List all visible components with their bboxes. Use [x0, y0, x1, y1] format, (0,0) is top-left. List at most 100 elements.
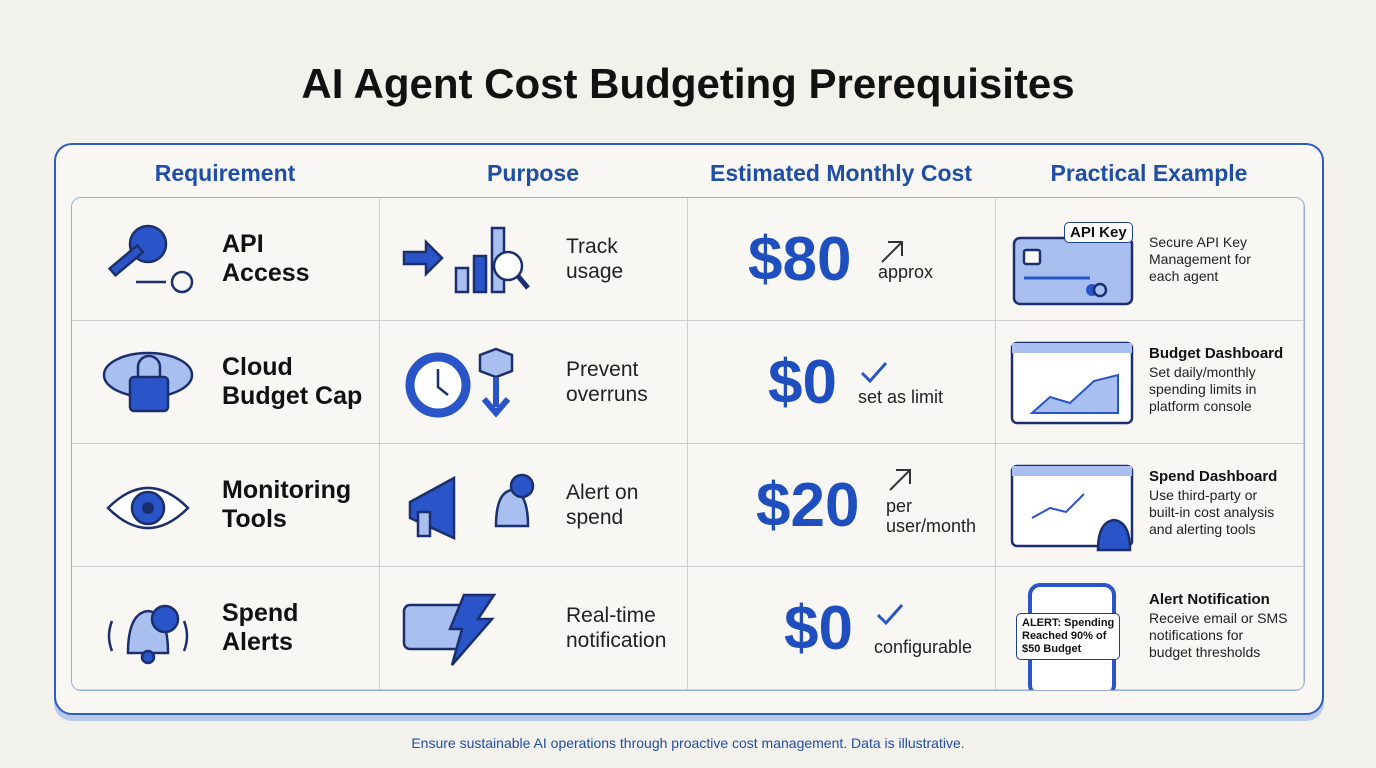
example-badge: API Key [1064, 222, 1133, 243]
text-line: Alert on [566, 481, 639, 504]
text-line: platform console [1149, 398, 1252, 414]
icon [100, 345, 200, 425]
icon-graphic [402, 593, 497, 666]
column-header: Estimated Monthly Cost [710, 160, 972, 186]
text-line: budget thresholds [1149, 644, 1261, 660]
icon-graphic [408, 473, 535, 540]
text-line: Monitoring [222, 476, 352, 504]
text-line: Spend [222, 599, 299, 627]
text-line: spend [566, 506, 624, 529]
purpose: Track usage [566, 234, 623, 284]
cost-note: per user/month [886, 496, 976, 536]
text-line: Cloud [222, 353, 293, 381]
icon-graphic [1010, 341, 1134, 425]
text-line: Access [222, 259, 310, 287]
purpose: Prevent overruns [566, 357, 648, 407]
example-text: Alert Notification Receive email or SMS no… [1149, 591, 1288, 661]
table-cell: Budget Dashboard Set daily/monthly spendin… [996, 321, 1304, 444]
cost-amount: $80 [748, 225, 852, 294]
text-line: user/month [886, 516, 977, 536]
table-cell: Real-time notification [380, 567, 688, 690]
example-text: Budget Dashboard Set daily/monthly spendin… [1149, 345, 1283, 415]
icon-graphic [889, 469, 911, 491]
text-line: each agent [1149, 268, 1219, 284]
cost-note: configurable [874, 637, 972, 657]
table-grid: API Access Track usage $80 approx API Key Secur… [71, 197, 1305, 691]
icon-graphic [107, 604, 189, 665]
icon [400, 222, 560, 302]
table-cell: $80 approx [688, 198, 996, 321]
text-line: notification [566, 629, 667, 652]
text-line: per [886, 496, 913, 516]
icon [400, 345, 560, 425]
text-line: notifications for [1149, 627, 1244, 643]
table-cell: Alert on spend [380, 444, 688, 567]
cost-amount: $0 [768, 348, 837, 417]
table-cell: Prevent overruns [380, 321, 688, 444]
text-line: Management for [1149, 251, 1251, 267]
example-text: Secure API Key Management for each agent [1149, 234, 1251, 285]
text-line: built-in cost analysis [1149, 504, 1275, 520]
title: AI Agent Cost Budgeting Prerequisites [301, 60, 1075, 107]
text-line: Tools [222, 505, 287, 533]
text-line: Use third-party or [1149, 487, 1258, 503]
purpose: Alert on spend [566, 480, 638, 530]
table-cell: $0 set as limit [688, 321, 996, 444]
text-line: Set daily/monthly [1149, 364, 1256, 380]
text-line: Prevent [566, 358, 639, 381]
table-cell: Cloud Budget Cap [72, 321, 380, 444]
text-line: Track [566, 235, 618, 258]
column-header: Requirement [154, 160, 296, 186]
cost-amount: $20 [756, 471, 860, 540]
text-line: Receive email or SMS [1149, 610, 1288, 626]
text-line: ALERT: Spending [1022, 617, 1115, 629]
table-cell: Spend Alerts [72, 567, 380, 690]
icon [1010, 464, 1136, 574]
icon-graphic [876, 604, 904, 626]
icon [1010, 341, 1136, 451]
icon-graphic [405, 347, 514, 418]
requirement: Cloud Budget Cap [222, 353, 362, 411]
text-line: configurable [874, 637, 973, 657]
text-line: overruns [566, 383, 648, 406]
icon-graphic [106, 486, 190, 530]
text-line: Secure API Key [1149, 234, 1248, 250]
requirement: API Access [222, 230, 310, 288]
icon [886, 466, 916, 496]
column-header: Purpose [486, 160, 580, 186]
text-line: Real-time [566, 604, 656, 627]
icon-graphic [881, 241, 903, 263]
requirement: Spend Alerts [222, 599, 298, 657]
text-line: API [222, 230, 264, 258]
text-line: approx [878, 262, 934, 282]
icon [874, 601, 904, 631]
text-line: set as limit [858, 387, 944, 407]
icon-graphic [102, 351, 194, 413]
icon [400, 468, 560, 548]
cost-note: set as limit [858, 387, 943, 407]
example-text: Spend Dashboard Use third-party or built-i… [1149, 468, 1277, 538]
table-cell: Track usage [380, 198, 688, 321]
icon-graphic [402, 226, 530, 294]
table-cell: API Access [72, 198, 380, 321]
cost-amount: $0 [784, 594, 853, 663]
table-cell: Spend Dashboard Use third-party or built-i… [996, 444, 1304, 567]
icon-graphic [1010, 464, 1134, 552]
table-cell: $20 per user/month [688, 444, 996, 567]
text-line: Reached 90% of [1022, 630, 1107, 642]
requirement: Monitoring Tools [222, 476, 351, 534]
text-line: and alerting tools [1149, 521, 1256, 537]
footer: Ensure sustainable AI operations through… [411, 735, 965, 751]
text-line: Alerts [222, 628, 293, 656]
icon [100, 591, 200, 671]
icon [858, 359, 888, 389]
purpose: Real-time notification [566, 603, 666, 653]
icon-graphic [860, 362, 888, 384]
text-line: $50 Budget [1022, 643, 1082, 655]
table-cell: $0 configurable [688, 567, 996, 690]
icon [100, 468, 200, 548]
text-line: API Key [1070, 224, 1127, 241]
column-header: Practical Example [1050, 160, 1248, 186]
table-cell: API Key Secure API Key Management for each … [996, 198, 1304, 321]
